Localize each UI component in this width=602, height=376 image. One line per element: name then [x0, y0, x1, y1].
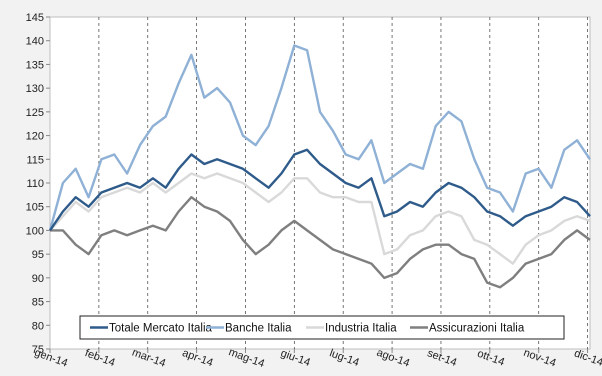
y-tick-label: 120	[26, 131, 44, 143]
y-tick-label: 145	[26, 12, 44, 24]
plot-area	[49, 16, 591, 350]
series-line-assicurazioni-italia	[50, 195, 591, 289]
legend: Totale Mercato Italia Banche Italia Indust…	[79, 315, 565, 340]
series-lines	[48, 44, 591, 289]
y-tick-label: 140	[26, 36, 44, 48]
y-tick-label: 130	[26, 83, 44, 95]
y-tick-label: 110	[26, 178, 44, 190]
legend-label: Banche Italia	[225, 323, 292, 335]
y-tick-label: 85	[32, 297, 44, 309]
series-line-totale-mercato-italia	[49, 148, 591, 232]
y-tick-label: 95	[32, 249, 44, 261]
legend-label: Industria Italia	[325, 323, 397, 335]
y-tick-label: 90	[32, 273, 44, 285]
y-axis: 75 80 85 90 95 100 105 110 115 120 125 130 135 140 145	[26, 12, 50, 356]
legend-label: Totale Mercato Italia	[109, 323, 213, 335]
y-tick-label: 105	[26, 202, 44, 214]
y-tick-label: 115	[26, 154, 44, 166]
series-line-banche-italia	[48, 44, 591, 231]
y-tick-label: 75	[32, 344, 44, 356]
legend-label: Assicurazioni Italia	[429, 323, 525, 335]
y-tick-label: 100	[26, 225, 44, 237]
y-tick-label: 80	[32, 320, 44, 332]
y-tick-label: 125	[26, 107, 44, 119]
y-tick-label: 135	[26, 59, 44, 71]
series-line-industria-italia	[49, 172, 591, 265]
